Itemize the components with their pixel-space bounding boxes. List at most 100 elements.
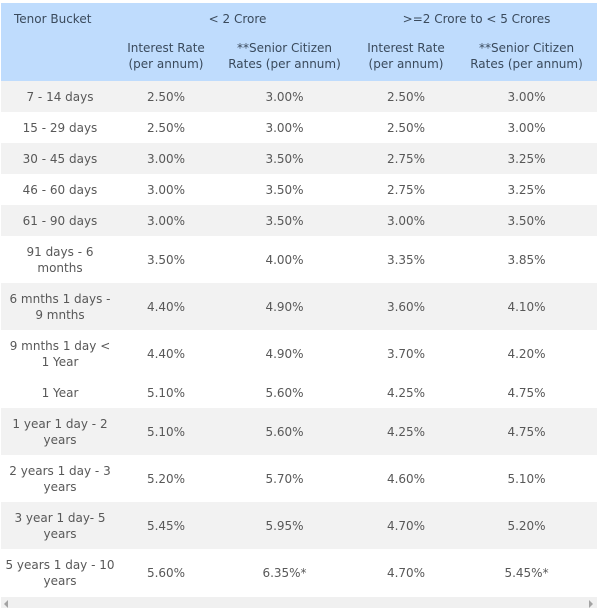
g1-senior-cell: 4.90% [213,283,357,330]
g2-senior-cell: 4.20% [456,330,598,377]
tenor-cell: 9 mnths 1 day < 1 Year [1,330,119,377]
g2-rate-cell: 4.60% [356,455,457,502]
table-row: 9 mnths 1 day < 1 Year 4.40% 4.90% 3.70%… [1,330,598,377]
tenor-cell: 91 days - 6 months [1,236,119,283]
g1-rate-cell: 4.40% [119,283,213,330]
g2-rate-cell: 2.50% [356,81,457,112]
header-g1-senior-citizen-rate: **Senior Citizen Rates (per annum) [213,37,357,81]
g1-senior-cell: 6.35%* [213,549,357,596]
g2-senior-cell: 5.45%* [456,549,598,596]
header-empty [1,37,119,81]
g2-rate-cell: 4.70% [356,502,457,549]
g2-rate-cell: 3.00% [356,205,457,236]
tenor-cell: 5 years 1 day - 10 years [1,549,119,596]
table-row: 2 years 1 day - 3 years 5.20% 5.70% 4.60… [1,455,598,502]
g2-senior-cell: 4.10% [456,283,598,330]
g1-rate-cell: 5.45% [119,502,213,549]
table-row: 6 mnths 1 days - 9 mnths 4.40% 4.90% 3.6… [1,283,598,330]
table-row: 61 - 90 days 3.00% 3.50% 3.00% 3.50% [1,205,598,236]
table-row: 1 Year 5.10% 5.60% 4.25% 4.75% [1,377,598,408]
g2-rate-cell: 2.50% [356,112,457,143]
g2-rate-cell: 3.70% [356,330,457,377]
tenor-cell: 6 mnths 1 days - 9 mnths [1,283,119,330]
table-row: 1 year 1 day - 2 years 5.10% 5.60% 4.25%… [1,408,598,455]
table-row: 5 years 1 day - 10 years 5.60% 6.35%* 4.… [1,549,598,596]
header-label: Interest Rate [367,41,445,55]
g2-rate-cell: 3.60% [356,283,457,330]
table-row: 30 - 45 days 3.00% 3.50% 2.75% 3.25% [1,143,598,174]
table-row: 7 - 14 days 2.50% 3.00% 2.50% 3.00% [1,81,598,112]
header-group-2-to-5-crores: >=2 Crore to < 5 Crores [356,3,598,37]
horizontal-scrollbar[interactable] [1,597,597,608]
g2-rate-cell: 4.25% [356,377,457,408]
tenor-cell: 1 year 1 day - 2 years [1,408,119,455]
g2-senior-cell: 3.85% [456,236,598,283]
tenor-cell: 7 - 14 days [1,81,119,112]
g2-senior-cell: 3.50% [456,205,598,236]
g2-senior-cell: 4.75% [456,408,598,455]
scroll-right-arrow-icon[interactable] [589,600,593,608]
g2-senior-cell: 3.00% [456,81,598,112]
header-label: Rates (per annum) [228,57,341,71]
header-g1-interest-rate: Interest Rate (per annum) [119,37,213,81]
header-row-groups: Tenor Bucket < 2 Crore >=2 Crore to < 5 … [1,3,598,37]
header-label: (per annum) [128,57,204,71]
header-label: **Senior Citizen [478,41,575,55]
header-g2-senior-citizen-rate: **Senior Citizen Rates (per annum) [456,37,598,81]
g1-senior-cell: 5.70% [213,455,357,502]
g1-rate-cell: 3.00% [119,143,213,174]
header-row-subcolumns: Interest Rate (per annum) **Senior Citize… [1,37,598,81]
g2-senior-cell: 3.25% [456,174,598,205]
g1-senior-cell: 4.00% [213,236,357,283]
g1-senior-cell: 3.00% [213,81,357,112]
fd-rates-table: Tenor Bucket < 2 Crore >=2 Crore to < 5 … [1,3,598,596]
g2-senior-cell: 5.20% [456,502,598,549]
tenor-cell: 15 - 29 days [1,112,119,143]
g2-rate-cell: 3.35% [356,236,457,283]
g1-rate-cell: 5.10% [119,377,213,408]
table-row: 15 - 29 days 2.50% 3.00% 2.50% 3.00% [1,112,598,143]
g2-rate-cell: 2.75% [356,174,457,205]
g1-senior-cell: 5.60% [213,377,357,408]
header-tenor-bucket: Tenor Bucket [1,3,119,37]
g1-rate-cell: 2.50% [119,112,213,143]
g1-rate-cell: 5.20% [119,455,213,502]
g1-rate-cell: 5.10% [119,408,213,455]
tenor-cell: 30 - 45 days [1,143,119,174]
g1-senior-cell: 3.50% [213,143,357,174]
g2-rate-cell: 2.75% [356,143,457,174]
g1-rate-cell: 3.50% [119,236,213,283]
g1-senior-cell: 5.95% [213,502,357,549]
tenor-cell: 61 - 90 days [1,205,119,236]
g2-rate-cell: 4.25% [356,408,457,455]
header-label: **Senior Citizen [236,41,333,55]
g2-senior-cell: 5.10% [456,455,598,502]
table-row: 46 - 60 days 3.00% 3.50% 2.75% 3.25% [1,174,598,205]
tenor-cell: 3 year 1 day- 5 years [1,502,119,549]
g1-rate-cell: 5.60% [119,549,213,596]
g2-senior-cell: 3.00% [456,112,598,143]
g2-rate-cell: 4.70% [356,549,457,596]
tenor-cell: 1 Year [1,377,119,408]
tenor-cell: 46 - 60 days [1,174,119,205]
g1-senior-cell: 3.00% [213,112,357,143]
g1-senior-cell: 3.50% [213,205,357,236]
scroll-left-arrow-icon[interactable] [4,600,8,608]
g1-rate-cell: 2.50% [119,81,213,112]
g1-rate-cell: 4.40% [119,330,213,377]
header-group-under-2-crore: < 2 Crore [119,3,357,37]
header-g2-interest-rate: Interest Rate (per annum) [356,37,457,81]
table-row: 3 year 1 day- 5 years 5.45% 5.95% 4.70% … [1,502,598,549]
g1-senior-cell: 3.50% [213,174,357,205]
header-label: (per annum) [368,57,444,71]
table-row: 91 days - 6 months 3.50% 4.00% 3.35% 3.8… [1,236,598,283]
g2-senior-cell: 4.75% [456,377,598,408]
fd-rates-table-container: Tenor Bucket < 2 Crore >=2 Crore to < 5 … [1,3,598,596]
g1-senior-cell: 5.60% [213,408,357,455]
g1-rate-cell: 3.00% [119,174,213,205]
g1-senior-cell: 4.90% [213,330,357,377]
tenor-cell: 2 years 1 day - 3 years [1,455,119,502]
header-label: Interest Rate [127,41,205,55]
g2-senior-cell: 3.25% [456,143,598,174]
g1-rate-cell: 3.00% [119,205,213,236]
